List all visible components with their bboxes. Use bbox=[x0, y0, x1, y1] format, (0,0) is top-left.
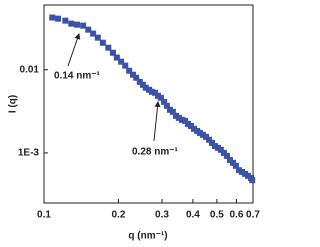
data-point bbox=[161, 98, 168, 105]
data-point bbox=[80, 22, 87, 29]
plot-frame bbox=[43, 4, 254, 204]
data-point bbox=[148, 88, 155, 95]
data-point bbox=[133, 74, 140, 81]
data-point bbox=[113, 54, 120, 61]
data-point bbox=[163, 102, 170, 109]
data-point bbox=[118, 58, 125, 65]
data-point bbox=[206, 136, 213, 143]
x-tick-label: 0.4 bbox=[186, 210, 200, 221]
data-point bbox=[90, 30, 97, 37]
data-point bbox=[122, 62, 129, 69]
y-tick-label: 1E-3 bbox=[18, 148, 40, 159]
data-point bbox=[217, 146, 224, 153]
data-point bbox=[105, 44, 112, 51]
annotation: 0.28 nm⁻¹ bbox=[132, 147, 179, 158]
data-point bbox=[199, 131, 206, 138]
x-tick-label: 0.7 bbox=[246, 210, 260, 221]
data-point bbox=[182, 117, 189, 124]
data-point bbox=[239, 168, 246, 175]
data-point bbox=[209, 139, 216, 146]
x-tick-label: 0.6 bbox=[229, 210, 243, 221]
data-point bbox=[74, 21, 81, 28]
data-point bbox=[235, 167, 242, 174]
data-point bbox=[244, 172, 251, 179]
data-point bbox=[85, 26, 92, 33]
data-point bbox=[178, 116, 185, 123]
data-point bbox=[169, 108, 176, 115]
data-point bbox=[129, 71, 136, 78]
data-point bbox=[203, 133, 210, 140]
y-axis-label: I (q) bbox=[8, 95, 19, 113]
data-point bbox=[232, 162, 239, 169]
data-point bbox=[184, 120, 191, 127]
data-point bbox=[223, 152, 230, 159]
x-tick-label: 0.2 bbox=[111, 210, 125, 221]
y-tick-label: 0.01 bbox=[20, 64, 40, 75]
data-point bbox=[49, 14, 56, 21]
data-point bbox=[99, 39, 106, 46]
data-point bbox=[151, 89, 158, 96]
data-point bbox=[126, 67, 133, 74]
data-point bbox=[220, 149, 227, 156]
data-point bbox=[94, 34, 101, 41]
data-point bbox=[142, 84, 149, 91]
data-point bbox=[109, 49, 116, 56]
annotation: 0.14 nm⁻¹ bbox=[54, 71, 101, 82]
chart: I (q) q (nm⁻¹) 0.14 nm⁻¹ 0.28 nm⁻¹ 0.1 0.… bbox=[8, 4, 260, 242]
data-point bbox=[211, 143, 218, 150]
data-point bbox=[55, 15, 62, 22]
data-point bbox=[175, 114, 182, 121]
x-axis-label: q (nm⁻¹) bbox=[128, 231, 167, 242]
x-tick-label: 0.1 bbox=[37, 210, 51, 221]
data-point bbox=[249, 177, 256, 184]
x-tick-label: 0.5 bbox=[210, 210, 224, 221]
data-point bbox=[68, 20, 75, 27]
data-point bbox=[157, 94, 164, 101]
data-point bbox=[136, 78, 143, 85]
data-point bbox=[62, 17, 69, 24]
annotation-arrow bbox=[67, 33, 81, 67]
x-tick-label: 0.3 bbox=[155, 210, 169, 221]
annotation-arrow bbox=[153, 101, 161, 142]
data-point bbox=[190, 125, 197, 132]
